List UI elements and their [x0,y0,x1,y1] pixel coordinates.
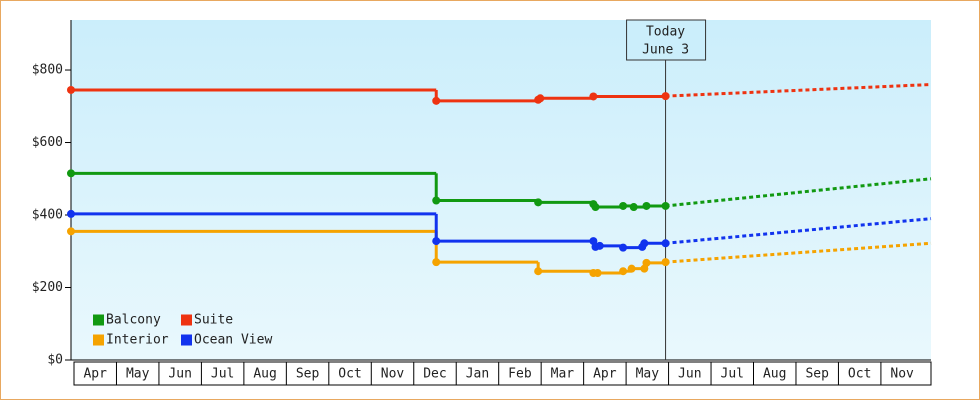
point [627,264,636,273]
today-label: June 3 [642,43,689,58]
point [619,201,628,210]
x-tick-label: May [126,367,150,382]
point [534,198,543,207]
x-tick-label: Sep [296,367,320,382]
point [593,269,602,278]
x-tick-label: Oct [848,367,871,382]
point [595,241,604,250]
x-axis-box [73,361,932,386]
legend-label: Balcony [106,313,161,328]
legend-swatch [93,314,104,326]
point [642,258,651,267]
point [661,239,670,248]
point [661,258,670,267]
point [67,85,75,94]
x-tick-label: Jun [168,367,191,382]
point [591,203,600,212]
point [432,237,441,246]
forecast-line [665,217,932,245]
point [432,196,441,205]
point [67,209,75,218]
x-tick-label: May [636,367,660,382]
x-tick-label: Sep [805,367,829,382]
point [67,169,75,178]
today-label: Today [646,25,685,40]
legend-label: Ocean View [194,333,272,348]
x-tick-label: Nov [890,367,914,382]
x-tick-label: Jul [211,367,234,382]
today-box [626,19,707,61]
point [661,92,670,101]
x-tick-label: Oct [338,367,361,382]
x-tick-label: Feb [508,367,532,382]
y-tick-label: $600 [32,135,63,150]
y-tick-label: $800 [32,63,63,78]
point [642,201,651,210]
y-tick-label: $200 [32,280,63,295]
x-tick-label: Apr [83,367,107,382]
x-tick-label: Jun [678,367,701,382]
x-tick-label: Jan [466,367,489,382]
point [534,267,543,276]
plot-area [71,20,931,360]
forecast-line [665,177,932,208]
forecast-line [665,83,932,98]
point [619,267,628,276]
point [640,239,649,248]
point [536,94,545,103]
legend-swatch [93,334,104,346]
legend-swatch [181,334,192,346]
y-tick-label: $0 [47,353,63,368]
legend-label: Interior [106,333,169,348]
point [661,201,670,210]
forecast-line [665,241,932,264]
legend-label: Suite [194,313,233,328]
point [432,96,441,105]
point [629,203,638,212]
point [619,243,628,252]
x-tick-label: Aug [763,367,786,382]
x-tick-label: Jul [721,367,744,382]
legend-swatch [181,314,192,326]
x-tick-label: Aug [253,367,276,382]
point [432,258,441,267]
point [589,92,598,101]
point [67,227,75,236]
x-tick-label: Dec [423,367,446,382]
y-tick-label: $400 [32,208,63,223]
x-tick-label: Mar [551,367,575,382]
x-tick-label: Nov [381,367,405,382]
x-tick-label: Apr [593,367,617,382]
